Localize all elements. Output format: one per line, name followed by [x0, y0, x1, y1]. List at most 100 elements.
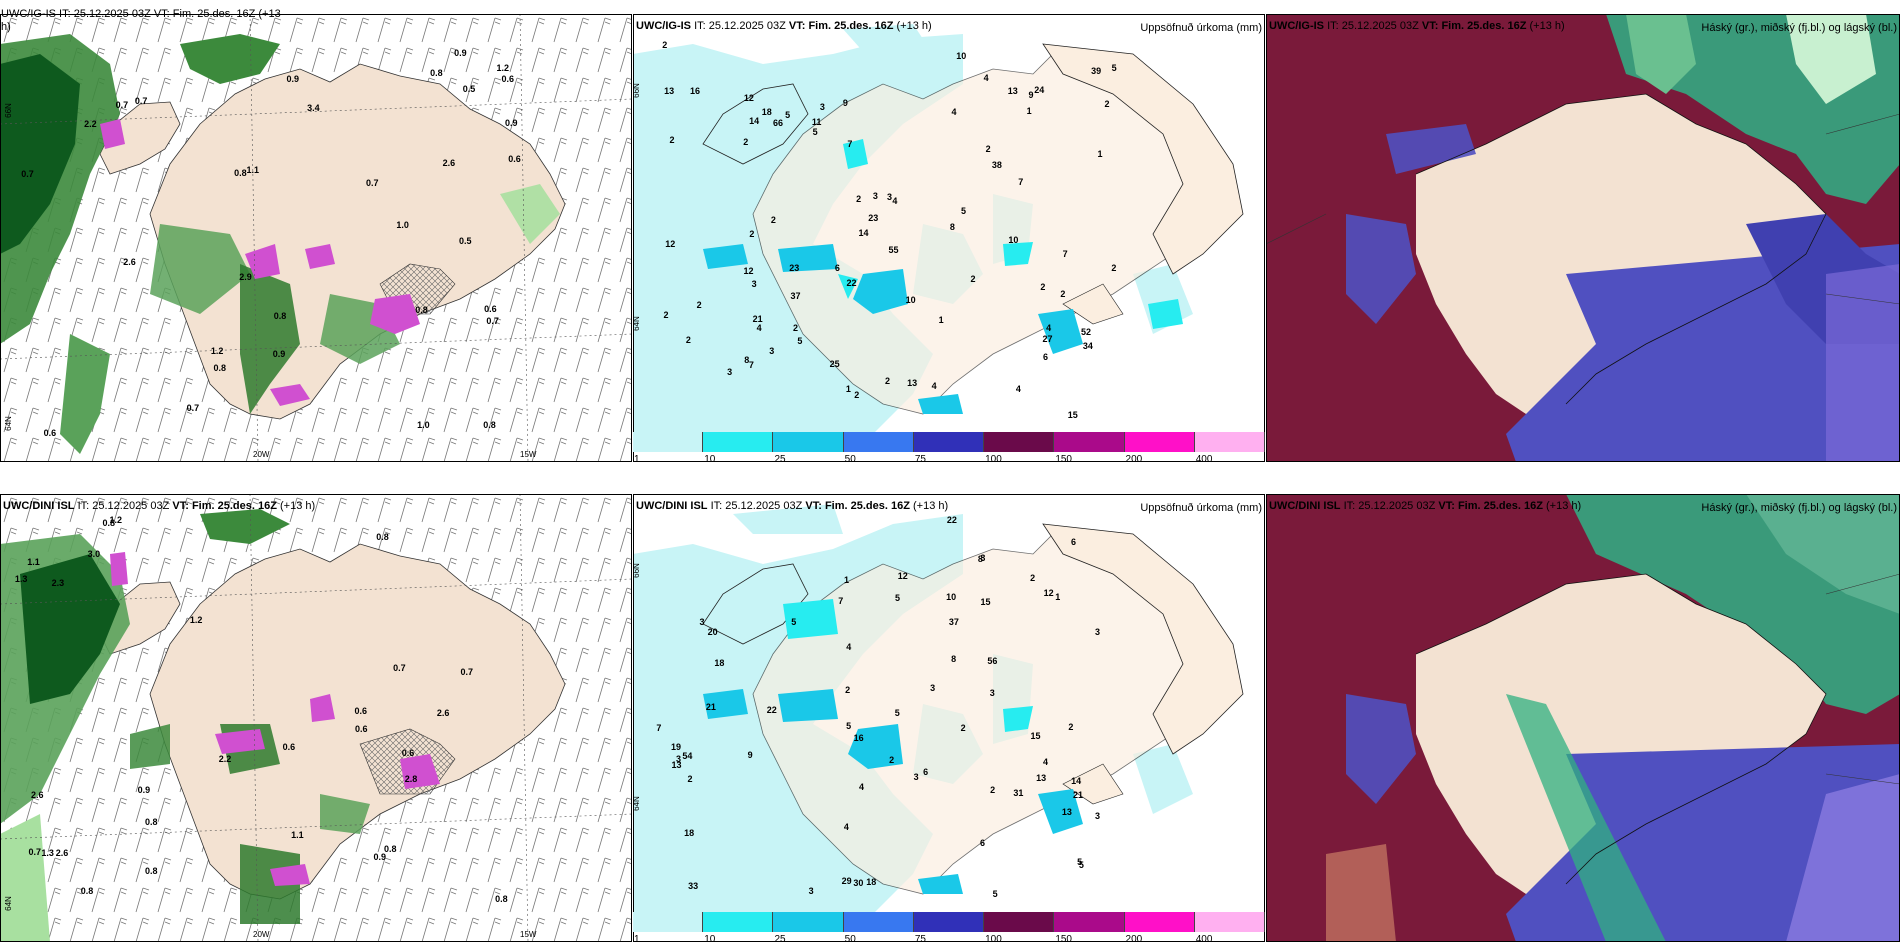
- lead-time: (+13 h): [1529, 20, 1565, 32]
- value-label: 9: [1028, 89, 1034, 100]
- value-label: 9: [747, 750, 753, 761]
- it-value: 25.12.2025 03Z: [92, 500, 170, 512]
- value-label: 2: [696, 300, 702, 311]
- value-label: 4: [843, 822, 849, 833]
- it-label: IT:: [1343, 500, 1356, 512]
- value-label: 21: [705, 701, 716, 712]
- value-label: 25: [829, 358, 840, 369]
- value-label: 7: [1018, 176, 1024, 187]
- value-label: 0.6: [501, 73, 514, 84]
- lat-label-66n: 66N: [631, 83, 641, 98]
- vt-value: Fim. 25.des. 16Z: [1457, 500, 1543, 512]
- value-label: 1: [845, 384, 851, 395]
- value-label: 13: [907, 377, 918, 388]
- value-label: 6: [1070, 536, 1076, 547]
- value-label: 8: [951, 653, 957, 664]
- value-label: 0.8: [483, 419, 496, 430]
- value-label: 8: [744, 354, 750, 365]
- value-label: 18: [684, 827, 695, 838]
- value-label: 6: [834, 262, 840, 273]
- it-value: 25.12.2025 03Z: [1341, 20, 1419, 32]
- value-label: 2.3: [51, 578, 65, 589]
- value-label: 31: [1013, 787, 1024, 798]
- value-label: 13: [671, 759, 682, 770]
- lat-label-66n: 66N: [3, 103, 13, 118]
- legend-tick-label: 400: [1195, 934, 1213, 945]
- legend-swatch: 150: [1054, 912, 1125, 945]
- value-label: 12: [743, 265, 754, 276]
- value-label: 3: [913, 771, 919, 782]
- value-label: 2: [1111, 262, 1117, 273]
- model-name: UWC/DINI ISL: [1269, 500, 1341, 512]
- value-label: 2: [1040, 281, 1046, 292]
- it-label: IT:: [1327, 20, 1339, 32]
- value-label: 2.8: [404, 774, 418, 785]
- legend-swatch: 1: [633, 912, 704, 945]
- value-label: 4: [756, 322, 762, 333]
- value-label: 0.6: [43, 428, 57, 439]
- value-label: 4: [983, 73, 989, 84]
- legend-swatch: 25: [773, 912, 844, 945]
- panel-frame: [1266, 494, 1900, 942]
- lead-time: (+13 h): [280, 500, 316, 512]
- value-label: 1.0: [396, 219, 409, 230]
- value-label: 23: [789, 263, 800, 274]
- value-label: 1.1: [291, 829, 304, 840]
- value-label: 2.6: [123, 257, 136, 268]
- vt-value: Fim. 25.des. 16Z: [191, 500, 277, 512]
- value-label: 1.3: [41, 848, 54, 859]
- value-label: 0.8: [273, 310, 287, 321]
- value-label: 21: [752, 314, 763, 325]
- header-text: UWC/IG-IS IT: 25.12.2025 03Z VT: Fim. 25…: [1, 8, 281, 20]
- value-label: 4: [951, 107, 957, 118]
- legend-tick-label: 200: [1125, 934, 1143, 945]
- value-label: 0.8: [213, 362, 227, 373]
- value-label: 15: [1067, 410, 1078, 421]
- value-label: 14: [858, 227, 869, 238]
- value-label: 18: [714, 657, 725, 668]
- it-label: IT:: [710, 500, 723, 512]
- value-label: 7: [838, 596, 844, 607]
- precip-map-bottom: [633, 494, 1265, 942]
- precip-panel-header-bottom: UWC/DINI ISL IT: 25.12.2025 03Z VT: Fim.…: [636, 500, 948, 513]
- value-label: 30: [853, 877, 864, 888]
- value-label: 0.8: [145, 866, 158, 877]
- model-name: UWC/IG-IS: [1269, 20, 1324, 32]
- legend-swatch: 200: [1124, 432, 1195, 465]
- value-label: 4: [892, 196, 898, 207]
- legend-tick-label: 100: [985, 454, 1002, 465]
- value-label: 2: [1104, 99, 1110, 110]
- value-label: 14: [1071, 776, 1082, 787]
- value-label: 0.7: [366, 178, 379, 189]
- panel-frame: [633, 494, 1265, 942]
- value-label: 1: [938, 314, 944, 325]
- value-label: 3: [989, 687, 995, 698]
- value-label: 5: [1077, 857, 1083, 868]
- value-label: 0.9: [373, 851, 386, 862]
- value-label: 2: [663, 310, 669, 321]
- legend-swatch: 400: [1194, 432, 1265, 465]
- value-label: 1: [1097, 149, 1103, 160]
- precip-variable-label: Uppsöfnuð úrkoma (mm): [1140, 502, 1262, 514]
- value-label: 2: [1068, 721, 1074, 732]
- value-label: 2: [743, 137, 749, 148]
- value-label: 22: [846, 277, 857, 288]
- precip-variable-label: Uppsöfnuð úrkoma (mm): [1140, 22, 1262, 34]
- value-label: 2: [770, 215, 776, 226]
- value-label: 1: [1026, 106, 1032, 117]
- value-label: 0.8: [384, 843, 397, 854]
- value-label: 6: [979, 838, 985, 848]
- value-label: 7: [847, 138, 853, 149]
- value-label: 6: [1043, 352, 1049, 363]
- value-label: 0.6: [354, 705, 367, 716]
- panel-frame: [0, 494, 632, 942]
- value-label: 0.7: [460, 666, 473, 677]
- value-label: 0.7: [21, 168, 34, 179]
- value-label: 0.9: [286, 74, 300, 85]
- value-label: 5: [1078, 859, 1084, 870]
- it-value: 25.12.2025 03Z: [725, 500, 803, 512]
- legend-tick-label: 50: [844, 454, 856, 465]
- vt-value: Fim. 25.des. 16Z: [1441, 20, 1527, 32]
- legend-swatch: 75: [913, 912, 985, 945]
- value-label: 4: [1042, 756, 1048, 767]
